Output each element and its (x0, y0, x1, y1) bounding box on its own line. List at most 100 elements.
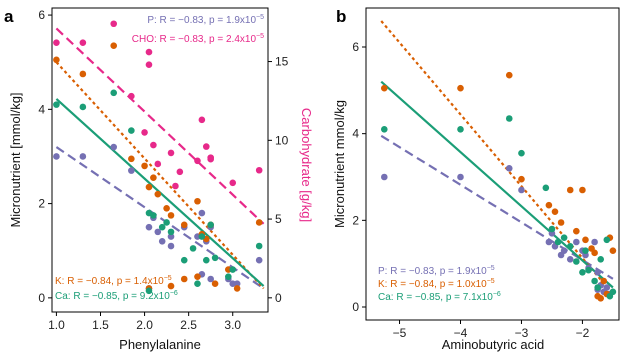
data-point (154, 190, 162, 198)
data-point (545, 238, 553, 246)
data-point (128, 155, 135, 163)
data-point (202, 143, 210, 150)
data-point (591, 277, 598, 285)
data-point (53, 153, 60, 160)
data-point (145, 61, 153, 69)
data-point (79, 39, 87, 46)
data-point (591, 238, 598, 246)
y-tick-label: 6 (352, 40, 359, 54)
data-point (141, 129, 148, 136)
data-point (518, 175, 525, 183)
panel-a-annotation-p: P: R = −0.83, p = 1.9x10−5 (147, 14, 264, 26)
x-tick-label: 3.0 (224, 318, 241, 332)
data-point (545, 201, 553, 209)
annotation-text: CHO: R = −0.83, p = 2.4x10 (132, 34, 257, 45)
data-point (560, 234, 568, 241)
panel-a-annotation-ca: Ca: R = −0.85, p = 9.2x10−6 (55, 290, 178, 302)
panel-a-plot-frame (51, 7, 269, 313)
annotation-text: P: R = −0.83, p = 1.9x10 (147, 15, 256, 26)
data-point (163, 219, 170, 226)
data-point (194, 273, 201, 280)
x-tick-label: 1.5 (92, 318, 109, 332)
panel-b-annotation-k: K: R = −0.84, p = 1.0x10−5 (378, 278, 495, 290)
data-point (505, 165, 513, 172)
data-point (518, 186, 525, 194)
panel-b-points (380, 71, 617, 302)
data-point (211, 280, 219, 288)
annotation-exponent: −6 (170, 290, 178, 297)
fit-line (380, 80, 614, 289)
data-point (128, 167, 135, 174)
data-point (591, 249, 598, 257)
annotation-text: K: R = −0.84, p = 1.4x10 (55, 276, 164, 287)
data-point (150, 212, 157, 219)
data-point (163, 205, 170, 212)
data-point (505, 71, 513, 79)
data-point (176, 168, 184, 176)
panel-b-fit-lines (380, 20, 614, 295)
annotation-text: Ca: R = −0.85, p = 9.2x10 (55, 291, 170, 302)
data-point (180, 256, 188, 264)
data-point (194, 157, 201, 165)
y-right-tick-label: 15 (275, 55, 289, 69)
panel-b: b −5 −4 −3 −2 0 2 4 6 Aminobutyric acid Micron… (332, 7, 620, 352)
data-point (110, 143, 118, 151)
data-point (573, 258, 580, 265)
data-point (141, 162, 148, 170)
panel-a-annotation-cho: CHO: R = −0.83, p = 2.4x10−5 (132, 33, 264, 45)
data-point (557, 219, 565, 226)
data-point (145, 48, 153, 56)
data-point (110, 89, 118, 97)
y-tick-label: 0 (352, 300, 359, 314)
panel-b-x-axis-label: Aminobutyric acid (442, 337, 545, 352)
annotation-text: K: R = −0.84, p = 1.0x10 (378, 279, 487, 290)
data-point (167, 149, 175, 157)
x-tick-label: 2.5 (180, 318, 197, 332)
data-point (145, 287, 153, 295)
panel-a-y-right-ticks: 0 5 10 15 (268, 55, 289, 305)
annotation-exponent: −6 (493, 291, 501, 298)
panel-a-annotation-k: K: R = −0.84, p = 1.4x10−5 (55, 275, 172, 287)
data-point (603, 284, 611, 291)
data-point (128, 92, 135, 100)
annotation-exponent: −5 (487, 265, 495, 272)
annotation-exponent: −5 (164, 275, 172, 282)
data-point (609, 288, 617, 296)
y-tick-label: 6 (38, 8, 45, 22)
data-point (600, 277, 608, 285)
data-point (211, 254, 219, 262)
data-point (594, 269, 601, 276)
data-point (542, 184, 550, 192)
data-point (551, 208, 559, 215)
panel-a-x-axis-label: Phenylalanine (119, 337, 201, 352)
panel-a-y-axis-label: Micronutrient [mmol/kg] (8, 92, 23, 227)
data-point (167, 228, 175, 236)
panel-a-x-ticks: 1.0 1.5 2.0 2.5 3.0 (48, 312, 241, 332)
data-point (560, 247, 568, 254)
x-tick-label: 2.0 (136, 318, 153, 332)
annotation-text: P: R = −0.83, p = 1.9x10 (378, 266, 487, 277)
data-point (154, 228, 162, 236)
panel-b-annotation-ca: Ca: R = −0.85, p = 7.1x10−6 (378, 291, 501, 303)
data-point (150, 141, 157, 149)
panel-a-points (53, 20, 263, 295)
data-point (158, 223, 166, 231)
y-tick-label: 4 (38, 102, 45, 116)
panel-a: a 1.0 1.5 2.0 2.5 3.0 0 2 4 6 0 5 10 15 Phenylalan… (4, 7, 314, 352)
y-tick-label: 4 (352, 127, 359, 141)
data-point (167, 212, 175, 219)
x-tick-label: −2 (576, 326, 590, 340)
data-point (202, 256, 210, 264)
data-point (110, 20, 118, 28)
data-point (79, 70, 87, 78)
data-point (582, 247, 589, 254)
data-point (380, 173, 388, 181)
annotation-text: Ca: R = −0.85, p = 7.1x10 (378, 292, 493, 303)
data-point (255, 219, 263, 226)
data-point (603, 236, 611, 244)
data-point (207, 221, 214, 229)
x-tick-label: −5 (393, 326, 407, 340)
data-point (548, 225, 556, 233)
data-point (194, 280, 201, 288)
data-point (380, 84, 388, 92)
